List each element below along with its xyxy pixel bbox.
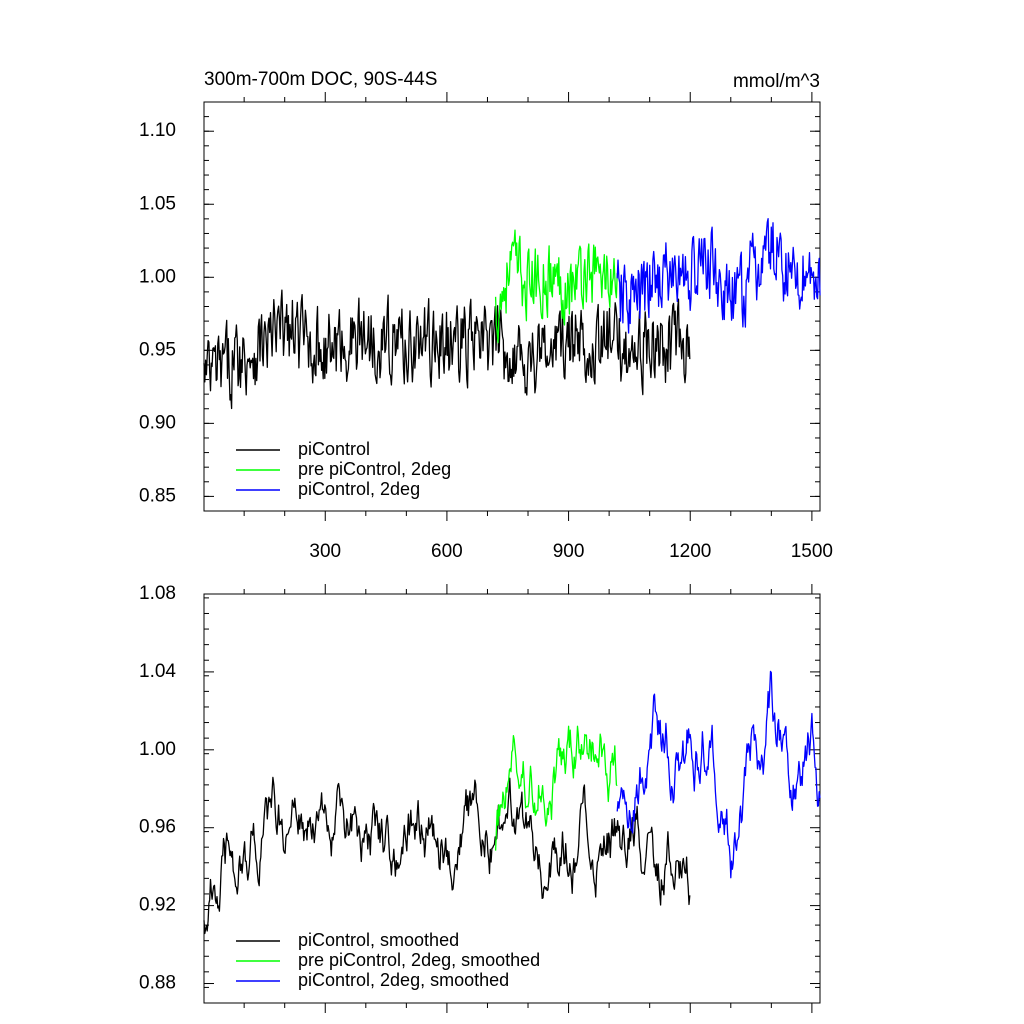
y-tick-label: 1.10 (139, 120, 176, 141)
plot-frame (203, 593, 821, 1004)
legend-label: piControl, 2deg (298, 479, 420, 499)
series-line (203, 289, 691, 410)
series-line (203, 776, 691, 935)
y-tick-label: 0.85 (139, 485, 176, 506)
x-tick-label: 1200 (669, 541, 711, 562)
chart-units: mmol/m^3 (733, 71, 820, 92)
series-line (616, 217, 821, 334)
legend-label: pre piControl, 2deg (298, 459, 451, 479)
legend-label: pre piControl, 2deg, smoothed (298, 950, 540, 970)
y-tick-label: 1.05 (139, 193, 176, 214)
chart-title: 300m-700m DOC, 90S-44S (204, 69, 437, 90)
x-tick-label: 1500 (791, 541, 833, 562)
y-tick-label: 1.00 (139, 266, 176, 287)
plot-frame (203, 101, 821, 512)
series-line (616, 670, 821, 879)
legend-label: piControl, 2deg, smoothed (298, 970, 509, 990)
legend-label: piControl (298, 439, 370, 459)
x-tick-label: 300 (309, 541, 341, 562)
y-tick-label: 1.00 (139, 739, 176, 760)
y-tick-label: 1.04 (139, 661, 176, 682)
y-tick-label: 0.92 (139, 895, 176, 916)
x-tick-label: 600 (431, 541, 463, 562)
y-tick-label: 0.88 (139, 973, 176, 994)
series-line (494, 725, 618, 851)
series-line (494, 229, 618, 344)
x-tick-label: 900 (553, 541, 585, 562)
legend-label: piControl, smoothed (298, 930, 459, 950)
bottom-panel: 0.88 0.92 0.96 1.00 1.04 1.08 piControl, smoot… (139, 583, 821, 1013)
y-tick-label: 1.08 (139, 583, 176, 604)
top-panel: 300 600 900 1200 1500 0.85 0.90 0.95 1.00 1.05 1.1… (139, 92, 833, 562)
y-tick-label: 0.95 (139, 339, 176, 360)
y-tick-label: 0.90 (139, 412, 176, 433)
y-tick-label: 0.96 (139, 817, 176, 838)
